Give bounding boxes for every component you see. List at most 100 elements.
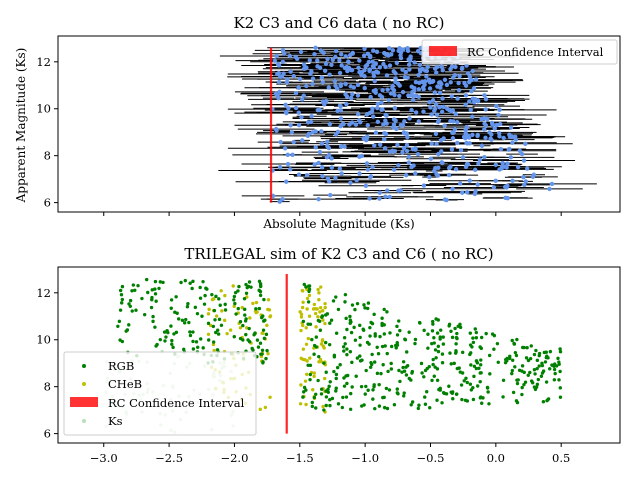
data-point [497,121,503,127]
data-point-cheb [248,316,252,320]
data-point-rgb [469,351,473,355]
data-point [522,182,527,188]
data-point-rgb [477,366,481,371]
data-point-rgb [304,285,308,289]
data-point-rgb [484,331,488,336]
data-point-rgb [535,358,540,363]
data-point [450,130,455,135]
data-point [275,93,280,98]
data-point-cheb [312,371,316,375]
data-point-rgb [325,312,330,316]
data-point [284,179,289,184]
data-point-rgb [368,365,373,369]
data-point-rgb [358,343,362,347]
data-point-cheb [308,356,312,360]
data-point-cheb [303,358,307,362]
bottom-legend-box [63,351,257,436]
data-point [421,109,426,114]
data-point [313,45,318,51]
data-point [416,72,421,78]
data-point [329,156,334,161]
data-point-rgb [416,406,421,411]
data-point-rgb [324,370,328,374]
data-point-rgb [330,396,335,401]
data-point [289,130,295,135]
x-tick-label: −1.5 [286,451,314,465]
data-point-rgb [322,361,326,365]
data-point-rgb [211,324,216,329]
data-point [280,59,286,64]
data-point-rgb [508,354,512,359]
data-point-rgb [233,301,237,306]
data-point [301,93,306,98]
data-point-rgb [310,337,314,342]
data-point [413,79,419,85]
data-point-rgb [536,377,541,382]
data-point [460,155,466,160]
y-tick-label: 6 [44,427,51,441]
data-point [445,106,450,112]
data-point-rgb [440,352,445,356]
data-point [332,78,338,84]
data-point [494,103,499,109]
data-point [367,196,372,201]
data-point-rgb [510,358,515,362]
data-point [433,131,439,137]
data-point-cheb [211,342,216,347]
data-point [382,136,387,142]
data-point [381,122,386,127]
data-point-cheb [321,404,325,409]
data-point [417,80,422,85]
x-tick-label: −3.0 [90,451,118,465]
data-point [362,46,367,52]
data-point-rgb [310,400,315,405]
x-tick-label: −2.5 [155,451,183,465]
data-point [493,162,499,167]
data-point-rgb [515,400,520,405]
data-point-rgb [454,392,459,396]
data-point-rgb [214,294,218,299]
data-point [375,119,381,125]
data-point-rgb [435,331,440,335]
data-point-cheb [322,376,327,381]
data-point [471,86,477,91]
data-point [364,112,370,117]
data-point-rgb [550,363,554,367]
data-point [393,71,398,76]
data-point [412,93,418,99]
data-point [379,107,384,112]
top-y-axis-label: Apparent Magnitude (Ks) [14,48,28,204]
data-point-rgb [193,305,198,310]
data-point [420,85,426,90]
data-point-rgb [433,348,438,352]
data-point-cheb [254,300,259,305]
data-point-rgb [153,292,158,296]
data-point-rgb [142,312,147,317]
data-point [453,64,458,70]
data-point [421,183,427,188]
data-point-rgb [492,347,496,351]
y-tick-label: 8 [44,380,51,394]
data-point [317,149,323,155]
data-point-rgb [513,365,517,369]
data-point-rgb [479,346,484,351]
data-point [406,62,412,67]
data-point-cheb [206,332,211,336]
data-point-rgb [426,346,430,350]
data-point-rgb [341,395,345,400]
data-point [463,93,469,98]
data-point-rgb [385,310,389,314]
data-point-rgb [338,363,342,367]
data-point-rgb [417,403,421,407]
legend-cheb-marker [82,382,86,386]
data-point-cheb [299,328,303,333]
data-point-rgb [537,351,542,356]
data-point-rgb [308,372,313,377]
bottom-chart-title: TRILEGAL sim of K2 C3 and C6 ( no RC) [184,245,493,263]
data-point-rgb [377,404,382,408]
data-point [403,69,409,75]
data-point-rgb [120,339,125,344]
data-point [508,155,514,160]
data-point [310,76,316,81]
data-point [296,110,301,115]
